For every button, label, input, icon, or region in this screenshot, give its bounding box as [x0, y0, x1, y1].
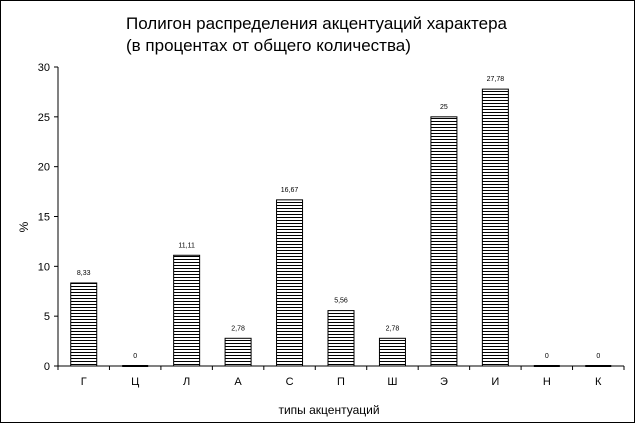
bar-Л — [173, 254, 201, 367]
bar-Г — [70, 282, 98, 367]
y-tick-label: 5 — [44, 311, 50, 323]
category-label-П: П — [337, 376, 345, 388]
y-tick-label: 25 — [38, 112, 50, 124]
plot-area: 0 5 10 15 20 25 30 8,33 Г 0 Ц 11,11 Л 2,78 А 16,67 С 5,56… — [38, 62, 625, 388]
data-label-Ц: 0 — [133, 353, 137, 360]
category-label-Л: Л — [183, 376, 190, 388]
y-tick-label: 10 — [38, 261, 50, 273]
data-label-Н: 0 — [545, 353, 549, 360]
y-axis-title: % — [17, 221, 31, 232]
data-label-С: 16,67 — [281, 187, 299, 194]
bar-С — [276, 199, 304, 367]
category-label-Ш: Ш — [387, 376, 397, 388]
data-label-К: 0 — [596, 353, 600, 360]
bar-Ш — [378, 337, 406, 367]
bar-Э — [430, 116, 458, 367]
category-label-Ц: Ц — [131, 376, 139, 388]
category-label-И: И — [491, 376, 499, 388]
data-label-Э: 25 — [440, 104, 448, 111]
y-tick-label: 20 — [38, 162, 50, 174]
x-axis-title: типы акцентуаций — [278, 403, 379, 417]
data-label-А: 2,78 — [231, 325, 245, 332]
chart-title-line-1: Полигон распределения акцентуаций характ… — [126, 14, 508, 33]
y-tick-label: 15 — [38, 212, 50, 224]
data-label-Ш: 2,78 — [386, 325, 400, 332]
data-label-П: 5,56 — [334, 298, 348, 305]
category-label-А: А — [234, 376, 242, 388]
category-label-К: К — [595, 376, 602, 388]
data-label-И: 27,78 — [487, 76, 505, 83]
category-label-С: С — [286, 376, 294, 388]
data-label-Л: 11,11 — [178, 242, 195, 249]
bar-И — [481, 88, 509, 367]
bar-П — [327, 310, 355, 367]
data-label-Г: 8,33 — [77, 270, 91, 277]
category-label-Э: Э — [440, 376, 448, 388]
category-label-Г: Г — [81, 376, 87, 388]
chart-title-line-2: (в процентах от общего количества) — [126, 36, 411, 55]
y-tick-label: 0 — [44, 361, 50, 373]
y-tick-label: 30 — [38, 62, 50, 74]
category-label-Н: Н — [543, 376, 551, 388]
bar-А — [224, 337, 252, 367]
